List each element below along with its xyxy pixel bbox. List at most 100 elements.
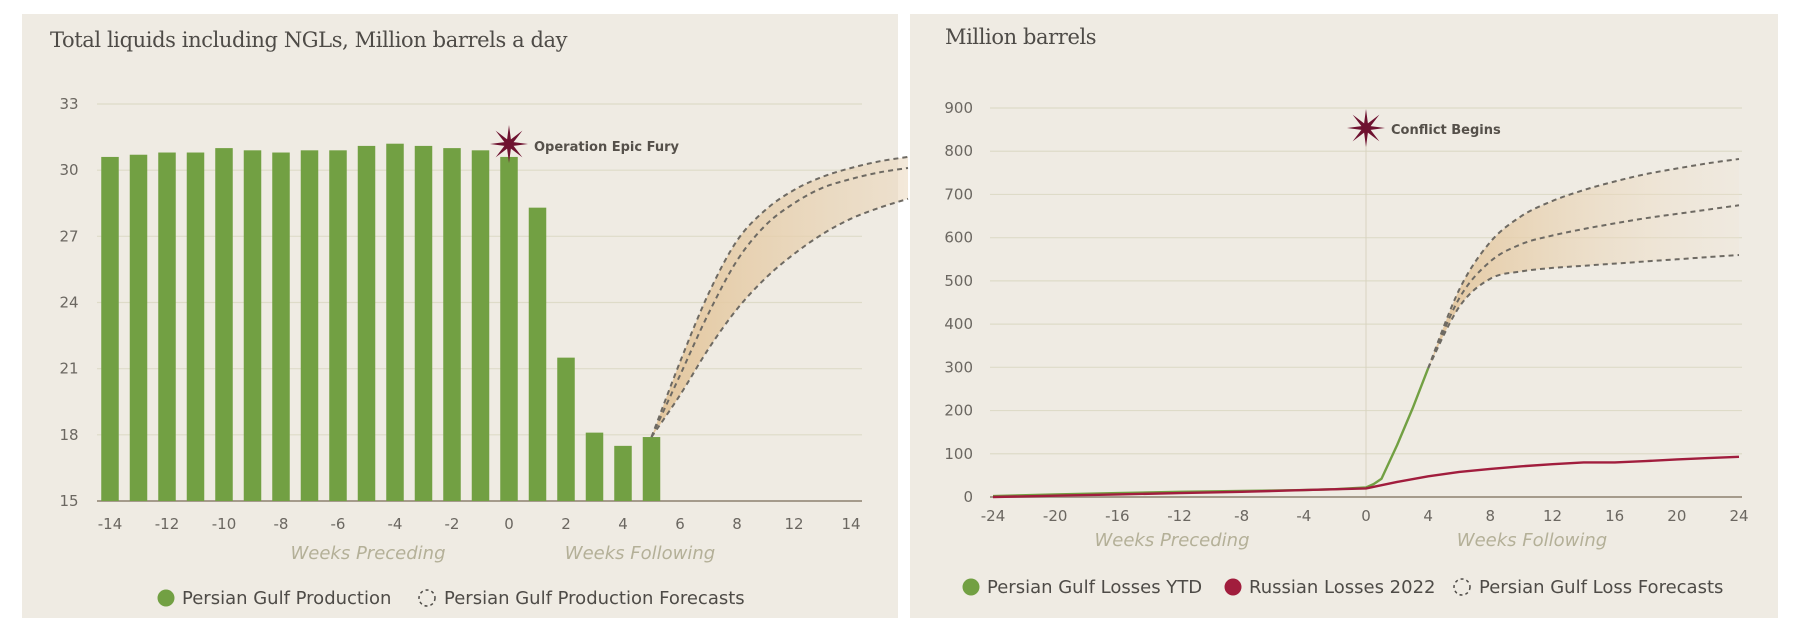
bar — [443, 148, 461, 501]
x-tick-label: -4 — [1296, 507, 1311, 525]
x-tick-label: 2 — [561, 515, 571, 533]
x-tick-label: -16 — [1105, 507, 1130, 525]
legend-swatch-gulf-losses — [962, 578, 980, 596]
bar — [101, 156, 119, 501]
bar — [243, 150, 262, 502]
section-label-preceding: Weeks Preceding — [1094, 530, 1249, 551]
chart-title: Million barrels — [945, 25, 1096, 49]
x-tick-label: -8 — [1234, 507, 1249, 525]
bar — [386, 143, 404, 501]
forecast-mid-line — [650, 167, 909, 438]
legend-label-russian-losses: Russian Losses 2022 — [1249, 577, 1436, 598]
series-line-gulf-losses — [992, 367, 1430, 498]
y-tick-label: 800 — [944, 142, 973, 160]
bar — [528, 207, 547, 501]
forecast-high-line — [1427, 158, 1740, 369]
forecast-mid-line — [1427, 204, 1740, 369]
x-tick-label: -2 — [445, 515, 460, 533]
forecast-high-line — [650, 155, 909, 438]
x-tick-label: 12 — [1543, 507, 1562, 525]
bar — [329, 150, 347, 502]
legend-label-forecast: Persian Gulf Production Forecasts — [444, 588, 745, 609]
legend-label-production: Persian Gulf Production — [182, 588, 391, 609]
bar — [186, 152, 205, 501]
bar — [500, 156, 518, 501]
y-tick-label: 15 — [59, 492, 78, 510]
bar — [215, 148, 233, 501]
x-tick-label: 0 — [504, 515, 514, 533]
forecast-low-line — [1427, 254, 1740, 369]
x-tick-label: 4 — [618, 515, 628, 533]
burst-star-icon — [490, 125, 528, 163]
production-chart: Total liquids including NGLs, Million ba… — [50, 28, 909, 609]
x-tick-label: 20 — [1667, 507, 1686, 525]
burst-star-icon — [1347, 109, 1385, 147]
x-tick-label: 8 — [732, 515, 742, 533]
legend-swatch-russian-losses — [1224, 578, 1242, 596]
x-tick-label: 14 — [841, 515, 860, 533]
y-tick-label: 900 — [944, 99, 973, 117]
annotation-label: Conflict Begins — [1391, 123, 1501, 138]
x-tick-label: 6 — [675, 515, 685, 533]
bar — [414, 145, 433, 501]
x-tick-label: 0 — [1361, 507, 1371, 525]
bar — [300, 150, 319, 502]
legend-label-loss-forecast: Persian Gulf Loss Forecasts — [1479, 577, 1723, 598]
y-tick-label: 100 — [944, 445, 973, 463]
annotation-label: Operation Epic Fury — [534, 140, 680, 155]
x-tick-label: -14 — [98, 515, 123, 533]
legend-label-gulf-losses: Persian Gulf Losses YTD — [987, 577, 1202, 598]
forecast-band — [1428, 159, 1739, 369]
legend-swatch-production — [157, 589, 175, 607]
bar — [557, 357, 575, 501]
losses-chart: Million barrels 010020030040050060070080… — [944, 25, 1748, 598]
bar — [272, 152, 290, 501]
x-tick-label: 16 — [1605, 507, 1624, 525]
bar — [614, 445, 632, 501]
bar — [585, 432, 604, 501]
forecast-band — [651, 156, 908, 437]
x-tick-label: -20 — [1043, 507, 1068, 525]
y-tick-label: 700 — [944, 185, 973, 203]
x-tick-label: 8 — [1486, 507, 1496, 525]
x-tick-label: 24 — [1729, 507, 1748, 525]
chart-title: Total liquids including NGLs, Million ba… — [50, 28, 568, 52]
x-tick-label: -12 — [1167, 507, 1192, 525]
y-tick-label: 18 — [59, 426, 78, 444]
section-label-following: Weeks Following — [1457, 530, 1607, 551]
y-tick-label: 27 — [59, 227, 78, 245]
x-tick-label: -24 — [981, 507, 1006, 525]
legend: Persian Gulf Production Persian Gulf Pro… — [157, 588, 745, 609]
series-line-russian-losses — [992, 455, 1740, 499]
legend-swatch-forecast — [418, 589, 436, 607]
y-tick-label: 21 — [59, 360, 78, 378]
forecast-low-line — [650, 197, 909, 438]
section-label-preceding: Weeks Preceding — [290, 543, 445, 564]
y-tick-label: 0 — [963, 488, 973, 506]
production-chart-panel: Total liquids including NGLs, Million ba… — [22, 14, 909, 618]
y-tick-label: 24 — [59, 294, 78, 312]
x-tick-label: -8 — [274, 515, 289, 533]
bar — [357, 145, 376, 501]
legend-swatch-loss-forecast — [1453, 578, 1471, 596]
legend: Persian Gulf Losses YTD Russian Losses 2… — [962, 577, 1723, 598]
y-tick-label: 30 — [59, 161, 78, 179]
x-tick-label: 12 — [784, 515, 803, 533]
x-tick-label: -10 — [212, 515, 237, 533]
y-tick-label: 33 — [59, 95, 78, 113]
y-tick-label: 400 — [944, 315, 973, 333]
bar — [129, 154, 148, 501]
bar — [471, 150, 490, 502]
y-tick-label: 500 — [944, 272, 973, 290]
x-tick-label: -6 — [331, 515, 346, 533]
y-tick-label: 200 — [944, 402, 973, 420]
bar — [642, 437, 661, 501]
y-tick-label: 600 — [944, 229, 973, 247]
bar — [158, 152, 176, 501]
x-tick-label: -4 — [388, 515, 403, 533]
y-tick-label: 300 — [944, 358, 973, 376]
x-tick-label: -12 — [155, 515, 180, 533]
section-label-following: Weeks Following — [565, 543, 715, 564]
x-tick-label: 4 — [1423, 507, 1433, 525]
losses-chart-panel: Million barrels 0 100 200 300 400 500 600 700 80… — [910, 14, 1778, 618]
